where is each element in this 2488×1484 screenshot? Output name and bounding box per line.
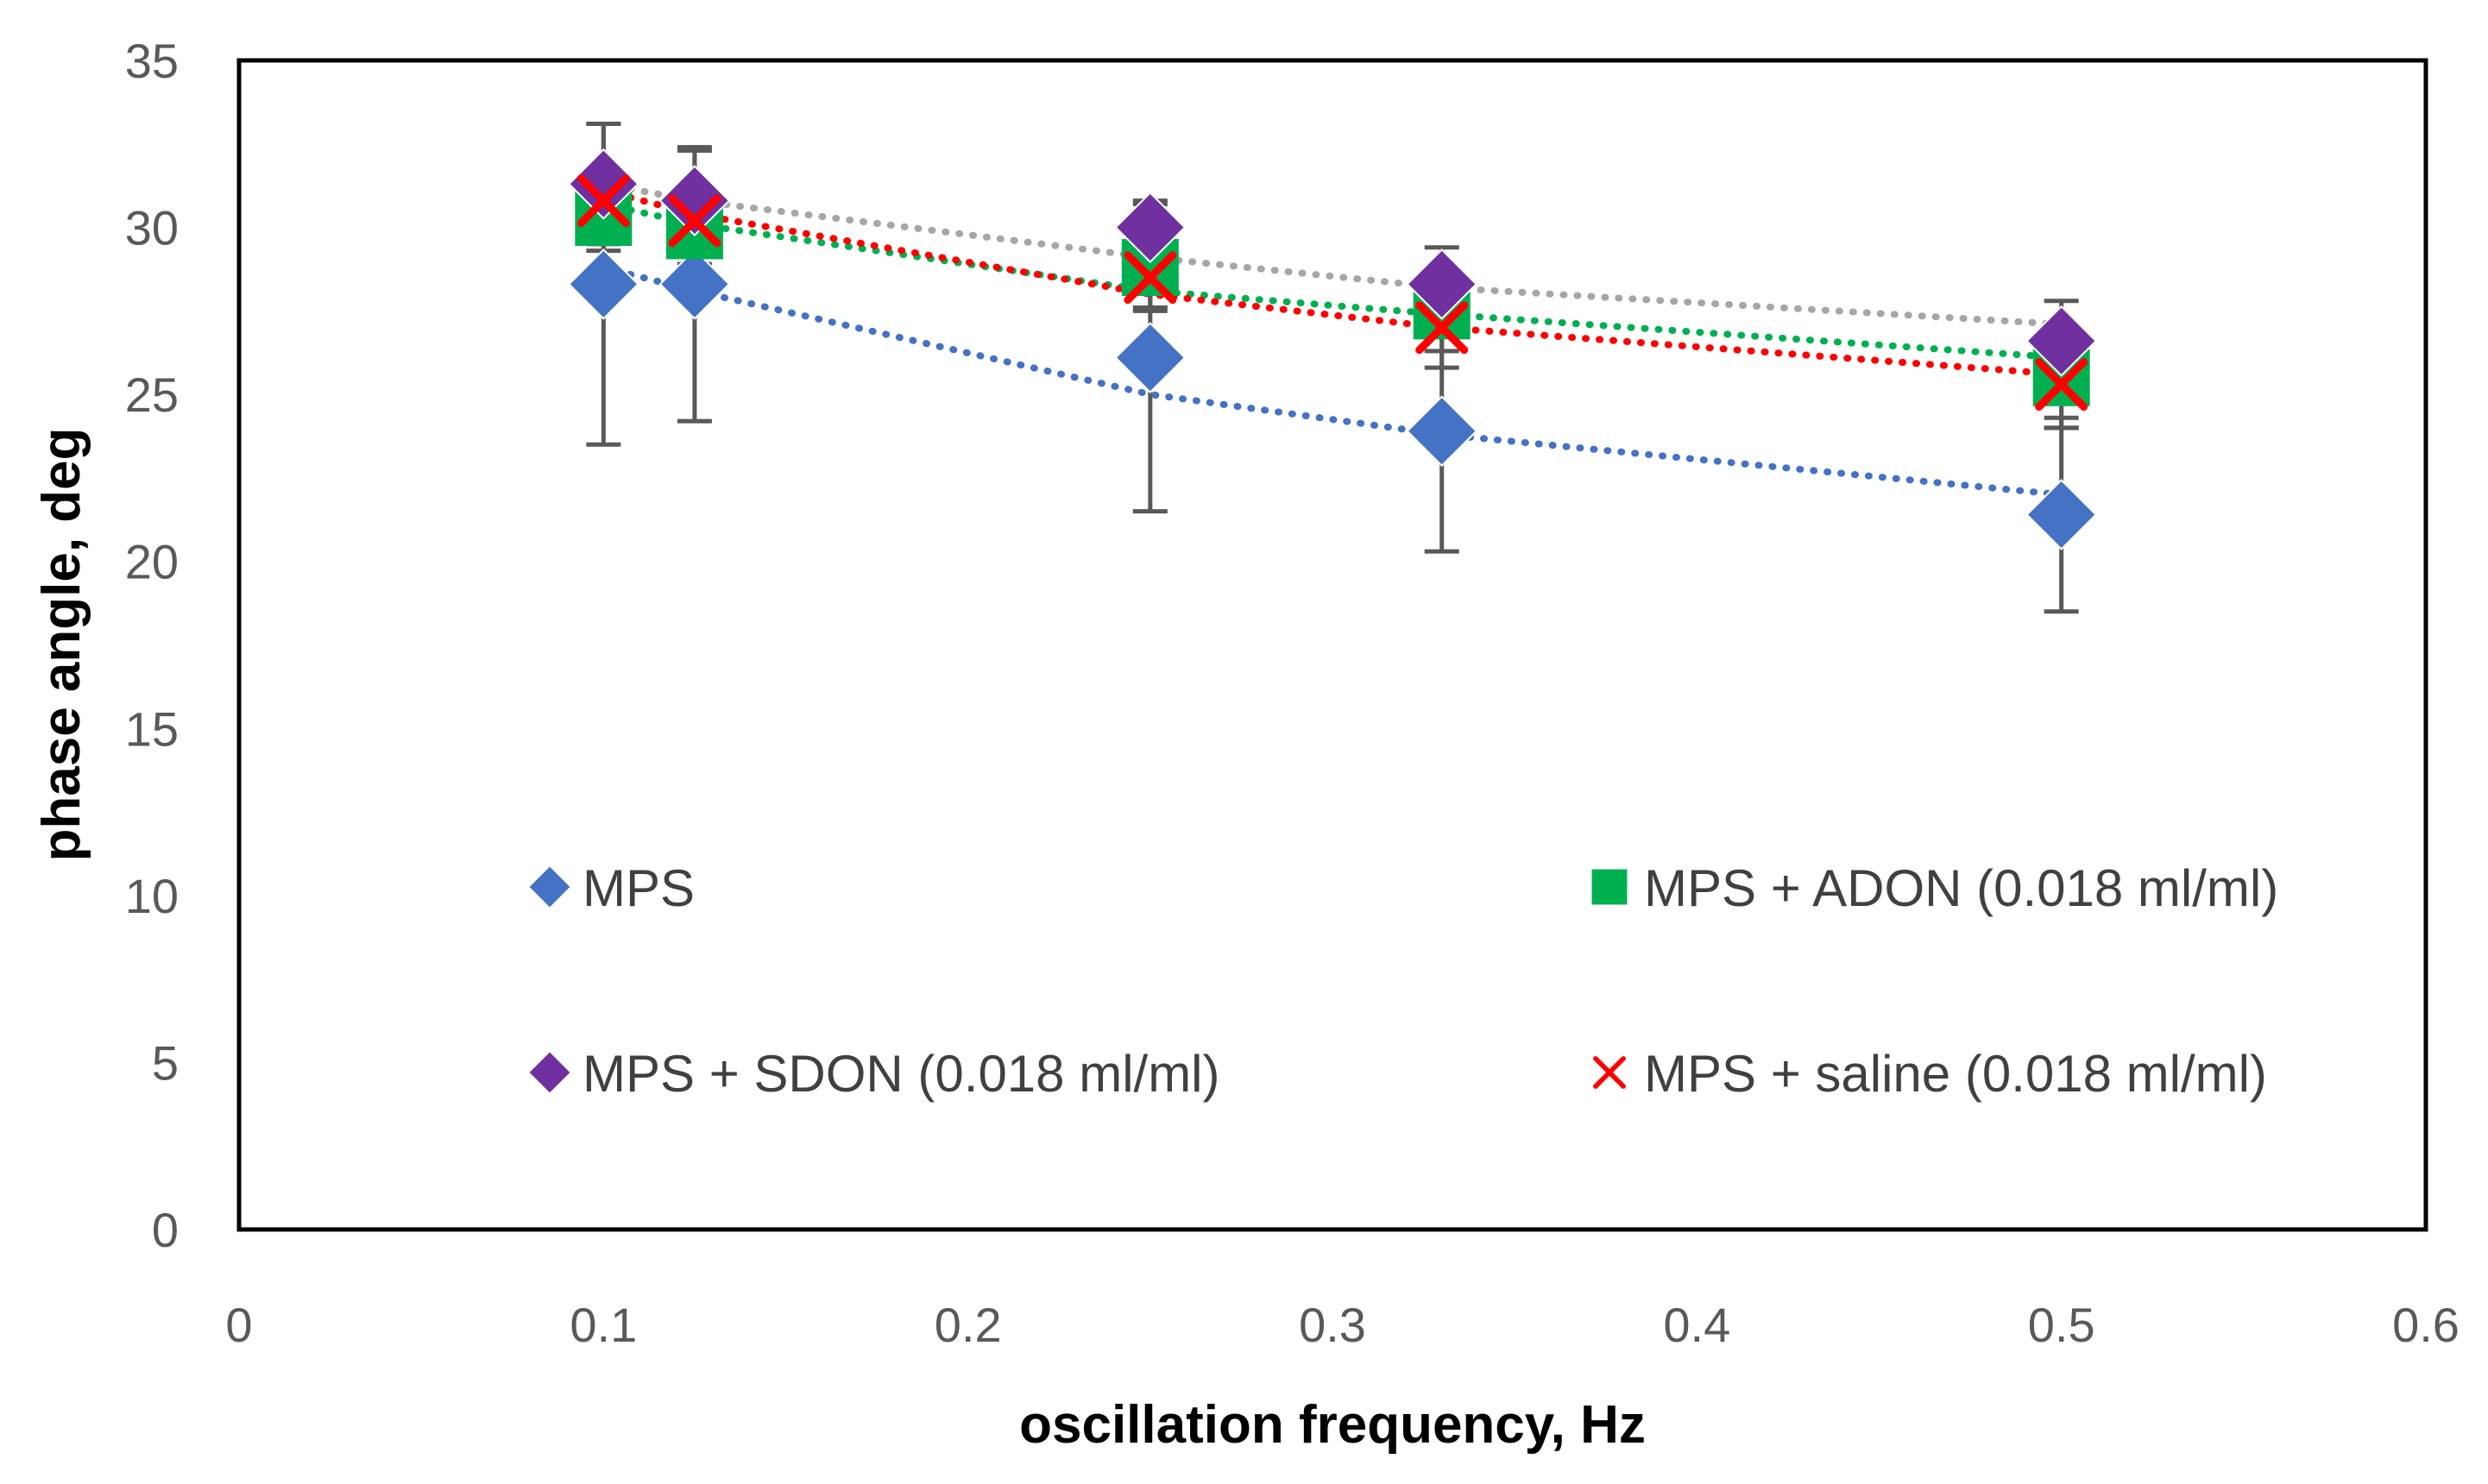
x-axis-title: oscillation frequency, Hz <box>1019 1395 1646 1455</box>
diamond-marker <box>658 165 731 237</box>
x-tick-label: 0.4 <box>1663 1298 1730 1352</box>
diamond-marker <box>1114 192 1187 263</box>
x-tick-label: 0.1 <box>570 1298 637 1352</box>
legend-item: MPS + saline (0.018 ml/ml) <box>1593 1045 2267 1103</box>
diamond-marker <box>526 864 573 910</box>
data-markers <box>567 148 2098 550</box>
square-marker <box>1591 869 1628 905</box>
legend-item: MPS <box>526 859 695 917</box>
y-tick-label: 0 <box>152 1203 179 1257</box>
y-tick-label: 5 <box>152 1035 179 1090</box>
x-marker <box>1415 301 1469 355</box>
legend-label: MPS <box>583 859 695 917</box>
x-marker <box>576 174 630 228</box>
x-marker-stroke <box>1124 251 1177 305</box>
y-tick-label: 35 <box>125 34 179 88</box>
x-marker <box>668 194 721 248</box>
legend-label: MPS + SDON (0.018 ml/ml) <box>583 1045 1220 1103</box>
y-tick-label: 30 <box>125 201 179 255</box>
legend: MPS MPS + ADON (0.018 ml/ml) MPS + SDON (0… <box>526 859 2278 1103</box>
x-marker-stroke <box>576 174 630 228</box>
trendlines <box>600 180 2065 499</box>
diamond-marker <box>2025 305 2098 377</box>
plot-area-border <box>236 58 2428 1232</box>
diamond-marker <box>526 1049 573 1096</box>
trendline-2 <box>600 180 2065 328</box>
y-tick-label: 25 <box>125 368 179 422</box>
legend-label: MPS + saline (0.018 ml/ml) <box>1644 1045 2267 1103</box>
diamond-marker <box>567 148 639 220</box>
x-marker <box>2035 358 2088 412</box>
y-tick-label: 20 <box>125 535 179 589</box>
x-marker-stroke <box>1415 301 1469 355</box>
y-tick-labels: 0 5 10 15 20 25 30 35 <box>125 34 179 1257</box>
x-marker <box>1593 1056 1626 1089</box>
legend-item: MPS + ADON (0.018 ml/ml) <box>1591 859 2278 917</box>
x-tick-label: 0.3 <box>1299 1298 1366 1352</box>
x-marker-stroke <box>2035 358 2088 412</box>
diamond-marker <box>658 248 731 320</box>
x-marker <box>1124 251 1177 305</box>
x-tick-label: 0.5 <box>2028 1298 2095 1352</box>
trendline-1 <box>600 200 2065 362</box>
x-marker-stroke <box>668 194 721 248</box>
y-tick-label: 10 <box>125 869 179 923</box>
diamond-marker <box>567 248 639 320</box>
x-marker-stroke <box>1593 1056 1626 1089</box>
legend-label: MPS + ADON (0.018 ml/ml) <box>1644 859 2278 917</box>
diamond-marker <box>2025 479 2098 550</box>
y-tick-label: 15 <box>125 701 179 756</box>
diamond-marker <box>1406 395 1478 468</box>
x-tick-label: 0.2 <box>935 1298 1002 1352</box>
legend-item: MPS + SDON (0.018 ml/ml) <box>526 1045 1220 1103</box>
x-tick-labels: 0 0.1 0.2 0.3 0.4 0.5 0.6 <box>225 1298 2460 1352</box>
trendline-0 <box>600 264 2065 499</box>
diamond-marker <box>1406 248 1478 320</box>
x-tick-label: 0.6 <box>2392 1298 2460 1352</box>
x-tick-label: 0 <box>225 1298 252 1352</box>
diamond-marker <box>1114 322 1187 393</box>
error-bars <box>586 122 2079 614</box>
y-axis-title: phase angle, deg <box>32 427 91 861</box>
